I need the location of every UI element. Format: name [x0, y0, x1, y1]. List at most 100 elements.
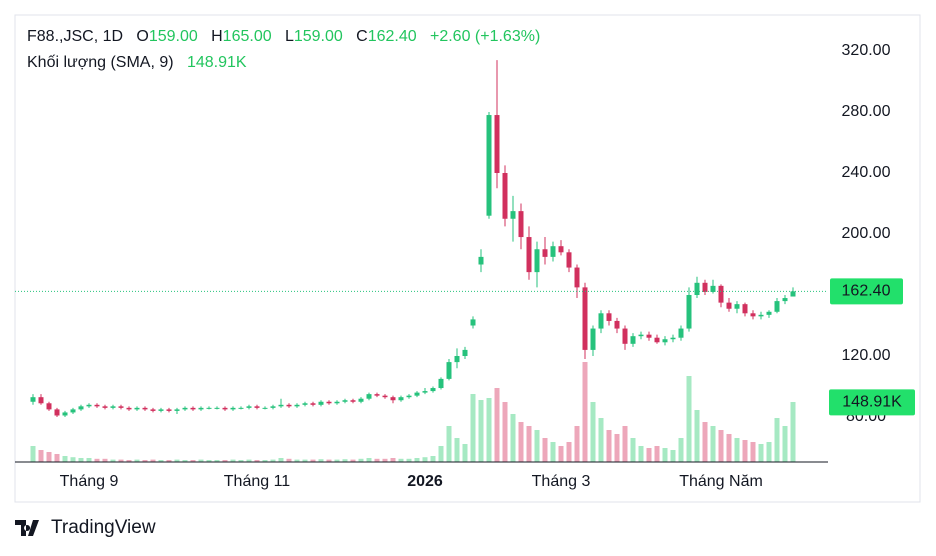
- y-tick-label: 200.00: [842, 225, 891, 242]
- volume-bar: [262, 460, 268, 462]
- volume-bar: [334, 459, 340, 462]
- volume-bar: [470, 394, 476, 462]
- c-label: C: [356, 28, 368, 45]
- volume-bar: [654, 446, 660, 462]
- candle-body: [518, 211, 524, 238]
- candle-body: [102, 406, 108, 408]
- volume-bar: [246, 459, 252, 462]
- volume-bar: [782, 426, 788, 462]
- candle-body: [694, 282, 700, 296]
- volume-bar: [614, 434, 620, 462]
- brand-name: TradingView: [51, 517, 156, 538]
- candle-body: [654, 337, 660, 343]
- volume-bar: [742, 440, 748, 462]
- candle-body: [358, 398, 364, 402]
- volume-bar: [126, 460, 132, 462]
- candle-body: [310, 403, 316, 405]
- candle-body: [270, 406, 276, 408]
- volume-bar: [462, 444, 468, 462]
- volume-bar: [758, 444, 764, 462]
- volume-bar: [166, 460, 172, 462]
- candle-body: [118, 406, 124, 408]
- volume-bar: [790, 402, 796, 462]
- volume-sma-box: [829, 389, 915, 416]
- candle-body: [246, 406, 252, 408]
- volume-bar: [686, 376, 692, 462]
- candle-body: [86, 404, 92, 407]
- candle-body: [758, 314, 764, 317]
- candle-body: [366, 394, 372, 399]
- candle-body: [702, 282, 708, 292]
- candle-body: [54, 409, 60, 416]
- candle-body: [422, 391, 428, 393]
- volume-bar: [710, 426, 716, 462]
- volume-bar: [182, 460, 188, 462]
- volume-bar: [70, 457, 76, 462]
- candle-body: [142, 407, 148, 410]
- candle-body: [582, 287, 588, 350]
- volume-bar: [278, 458, 284, 462]
- candle-body: [710, 285, 716, 292]
- volume-bar: [86, 458, 92, 462]
- candle-body: [470, 319, 476, 326]
- candle-body: [350, 400, 356, 402]
- candle-body: [790, 291, 796, 297]
- volume-bar: [294, 459, 300, 462]
- candle-body: [326, 401, 332, 404]
- volume-bar: [46, 452, 52, 462]
- candle-body: [318, 401, 324, 405]
- volume-bar: [134, 459, 140, 462]
- candle-body: [438, 378, 444, 389]
- candle-body: [190, 407, 196, 410]
- volume-sma: 148.91K: [186, 54, 247, 71]
- volume-bar: [766, 442, 772, 462]
- volume-bar: [94, 458, 100, 462]
- low-value: 159.00: [293, 28, 343, 45]
- volume-bar: [662, 448, 668, 462]
- volume-bar: [254, 460, 260, 462]
- candle-body: [406, 395, 412, 398]
- volume-bar: [574, 426, 580, 462]
- volume-bar: [454, 438, 460, 462]
- volume-bar: [382, 458, 388, 462]
- open-value: 159.00: [148, 28, 198, 45]
- candle-body: [158, 409, 164, 411]
- brand[interactable]: TradingView: [15, 517, 156, 539]
- volume-bar: [702, 422, 708, 462]
- volume-bar: [646, 448, 652, 462]
- volume-bar: [302, 459, 308, 462]
- candle-body: [382, 395, 388, 398]
- volume-bar: [174, 459, 180, 462]
- candle-body: [742, 304, 748, 314]
- volume-bar: [358, 458, 364, 462]
- volume-bar: [534, 430, 540, 462]
- candle-body: [734, 304, 740, 309]
- legend-line: F88.,JSC, 1D O159.00 H165.00 L159.00 C16…: [27, 28, 540, 46]
- volume-bar: [670, 450, 676, 462]
- candle-body: [750, 313, 756, 317]
- volume-bar: [350, 459, 356, 462]
- candle-body: [182, 407, 188, 410]
- volume-bar: [366, 458, 372, 462]
- candle-body: [150, 409, 156, 411]
- volume-pane: [30, 362, 796, 462]
- candle-body: [238, 407, 244, 409]
- x-tick-label: Tháng 3: [532, 473, 591, 490]
- x-tick-label: Tháng 11: [224, 473, 291, 490]
- volume-bar: [318, 459, 324, 462]
- volume-bar: [54, 454, 60, 462]
- candle-body: [526, 237, 532, 273]
- candle-body: [638, 334, 644, 337]
- last-price-box: [830, 278, 903, 305]
- volume-bar: [518, 422, 524, 462]
- brand-logo: [15, 520, 39, 536]
- candle-body: [670, 337, 676, 340]
- candle-body: [766, 311, 772, 315]
- volume-bar: [118, 459, 124, 462]
- candle-body: [398, 397, 404, 401]
- candle-body: [414, 392, 420, 396]
- volume-bar: [566, 442, 572, 462]
- y-tick-label: 280.00: [842, 103, 891, 120]
- volume-bar: [230, 459, 236, 462]
